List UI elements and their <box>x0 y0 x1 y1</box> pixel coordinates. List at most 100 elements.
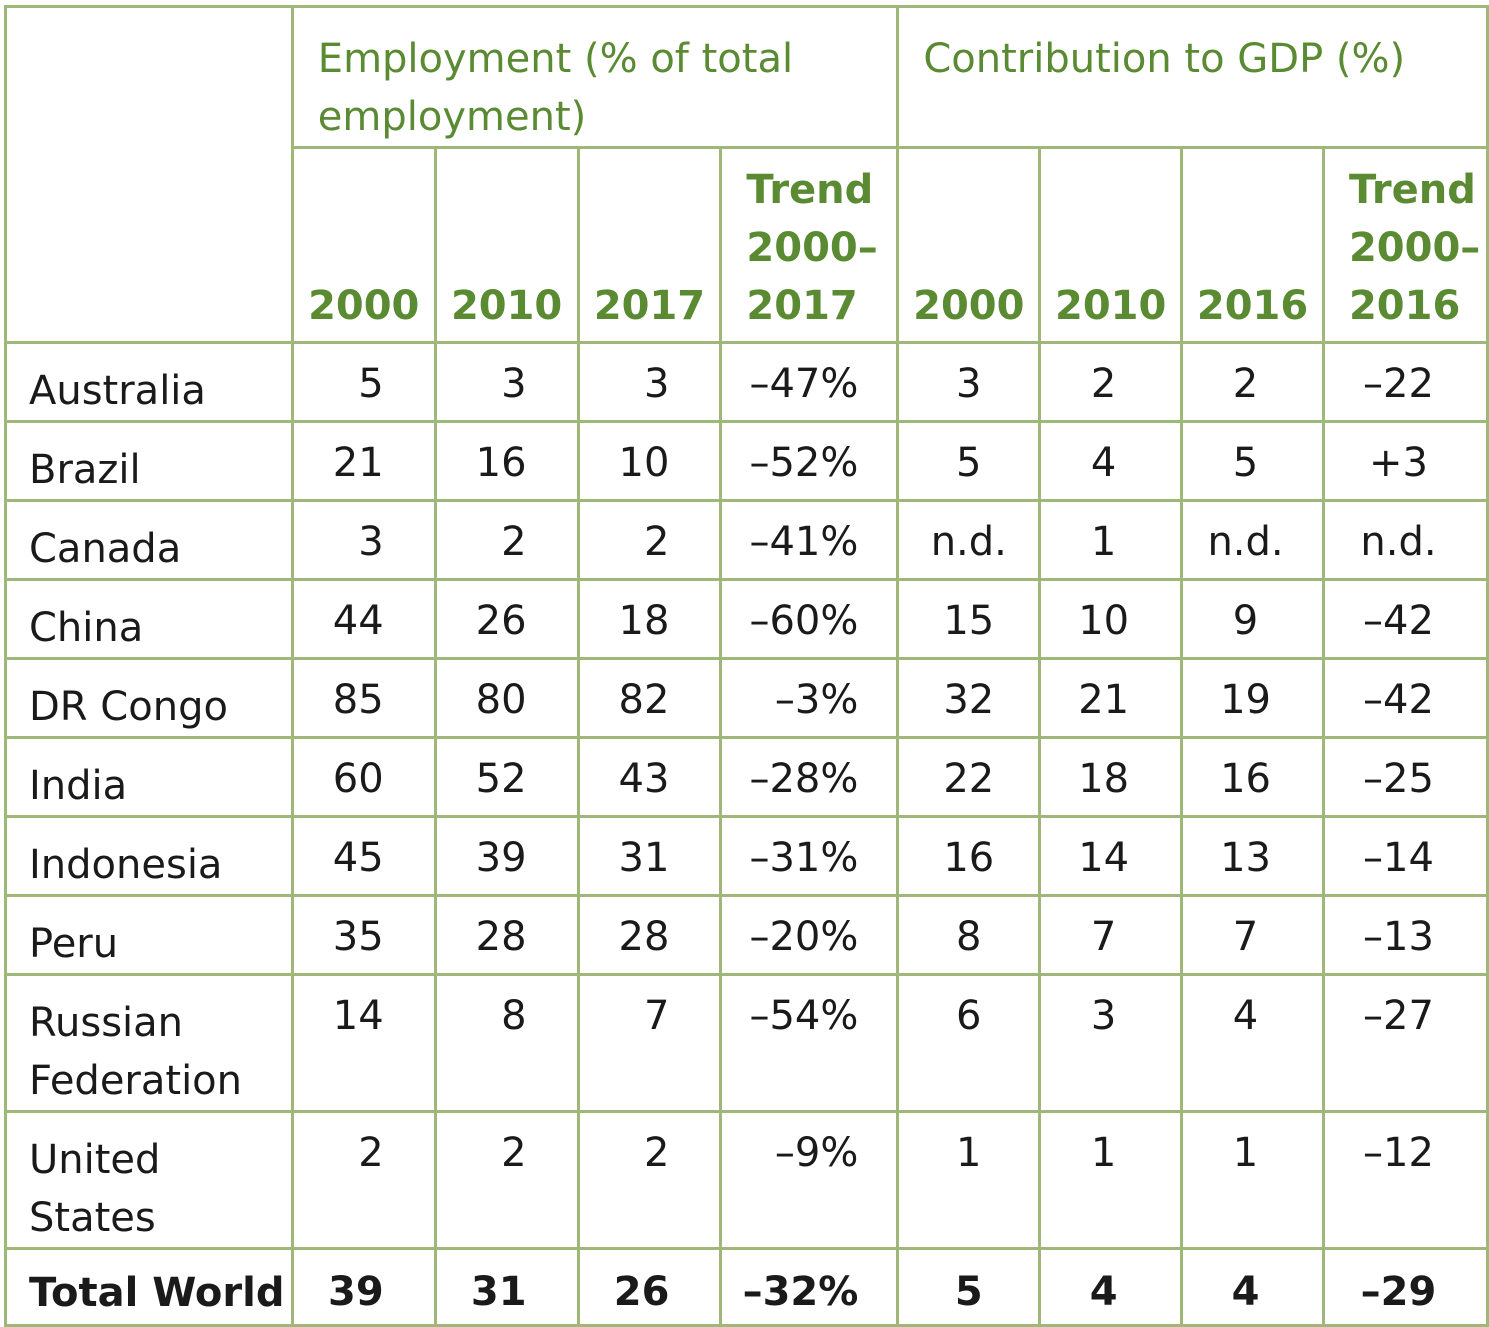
value-cell-e2000: 3 <box>290 499 437 581</box>
total-cell-g2010: 4 <box>1038 1247 1184 1327</box>
value-cell-e2000: 5 <box>290 341 437 423</box>
value-cell-etrend: –28% <box>719 736 900 818</box>
value-cell-g2000: 22 <box>896 736 1042 818</box>
value-cell-e2017: 2 <box>576 499 723 581</box>
total-cell-g2016: 4 <box>1180 1247 1325 1327</box>
value-cell-gtrend: +3 <box>1321 420 1489 502</box>
value-cell-g2016: 19 <box>1180 657 1325 739</box>
total-cell-gtrend: –29 <box>1321 1247 1489 1327</box>
value-cell-e2000: 2 <box>290 1110 437 1250</box>
country-cell: DR Congo <box>4 657 294 739</box>
value-cell-etrend: –52% <box>719 420 900 502</box>
value-cell-e2000: 85 <box>290 657 437 739</box>
country-cell: India <box>4 736 294 818</box>
value-cell-e2017: 10 <box>576 420 723 502</box>
value-cell-g2010: 18 <box>1038 736 1184 818</box>
gdp-group-header: Contribution to GDP (%) <box>896 5 1489 149</box>
trend-line: 2017 <box>746 283 858 329</box>
value-cell-etrend: –31% <box>719 815 900 897</box>
value-cell-e2017: 43 <box>576 736 723 818</box>
value-cell-e2017: 28 <box>576 894 723 976</box>
total-cell-e2000: 39 <box>290 1247 437 1327</box>
value-cell-gtrend: –42 <box>1321 657 1489 739</box>
country-name-line: India <box>29 763 128 809</box>
value-cell-g2010: 21 <box>1038 657 1184 739</box>
value-cell-e2010: 3 <box>433 341 580 423</box>
value-cell-g2000: 5 <box>896 420 1042 502</box>
value-cell-g2016: 13 <box>1180 815 1325 897</box>
value-cell-g2016: n.d. <box>1180 499 1325 581</box>
table-row: Brazil 21 16 10 –52% 5 4 5 +3 <box>4 420 1489 502</box>
value-cell-g2016: 7 <box>1180 894 1325 976</box>
table-row: Peru 35 28 28 –20% 8 7 7 –13 <box>4 894 1489 976</box>
value-cell-e2000: 14 <box>290 973 437 1113</box>
value-cell-gtrend: –13 <box>1321 894 1489 976</box>
country-cell: China <box>4 578 294 660</box>
table-body: Australia 5 3 3 –47% 3 2 2 –22 Brazil 21 16 10 –52% 5 4… <box>4 341 1489 1327</box>
value-cell-g2010: 10 <box>1038 578 1184 660</box>
value-cell-e2017: 31 <box>576 815 723 897</box>
value-cell-gtrend: –27 <box>1321 973 1489 1113</box>
trend-line: Trend <box>1348 167 1476 213</box>
value-cell-etrend: –3% <box>719 657 900 739</box>
emp-year-header: 2017 <box>576 146 723 344</box>
table-row: China 44 26 18 –60% 15 10 9 –42 <box>4 578 1489 660</box>
value-cell-g2000: 32 <box>896 657 1042 739</box>
country-name-line: Brazil <box>29 447 141 493</box>
value-cell-gtrend: –42 <box>1321 578 1489 660</box>
value-cell-g2010: 7 <box>1038 894 1184 976</box>
value-cell-etrend: –54% <box>719 973 900 1113</box>
value-cell-g2000: 8 <box>896 894 1042 976</box>
trend-line: 2016 <box>1348 283 1461 329</box>
country-name-line: Indonesia <box>29 842 223 888</box>
value-cell-e2017: 7 <box>576 973 723 1113</box>
country-cell: Peru <box>4 894 294 976</box>
value-cell-g2000: 3 <box>896 341 1042 423</box>
trend-line: 2000– <box>746 225 878 271</box>
gdp-year-header: 2010 <box>1038 146 1184 344</box>
value-cell-e2000: 21 <box>290 420 437 502</box>
value-cell-e2000: 45 <box>290 815 437 897</box>
value-cell-g2000: 15 <box>896 578 1042 660</box>
value-cell-g2016: 2 <box>1180 341 1325 423</box>
value-cell-e2000: 60 <box>290 736 437 818</box>
total-cell-etrend: –32% <box>719 1247 900 1327</box>
country-cell: Indonesia <box>4 815 294 897</box>
corner-cell <box>4 5 294 344</box>
value-cell-e2010: 80 <box>433 657 580 739</box>
value-cell-g2010: 14 <box>1038 815 1184 897</box>
total-cell-e2017: 26 <box>576 1247 723 1327</box>
total-label: Total World <box>4 1247 294 1327</box>
table-row: United States 2 2 2 –9% 1 1 1 –12 <box>4 1110 1489 1250</box>
gdp-trend-header: Trend 2000– 2016 <box>1321 146 1489 344</box>
value-cell-gtrend: –25 <box>1321 736 1489 818</box>
value-cell-e2010: 26 <box>433 578 580 660</box>
value-cell-etrend: –41% <box>719 499 900 581</box>
gdp-year-header: 2016 <box>1180 146 1325 344</box>
value-cell-e2017: 2 <box>576 1110 723 1250</box>
country-name-line: China <box>29 605 144 651</box>
value-cell-e2017: 82 <box>576 657 723 739</box>
country-name-line: Federation <box>29 1058 243 1104</box>
value-cell-e2000: 35 <box>290 894 437 976</box>
emp-trend-header: Trend 2000– 2017 <box>719 146 900 344</box>
table-row: India 60 52 43 –28% 22 18 16 –25 <box>4 736 1489 818</box>
emp-year-header: 2000 <box>290 146 437 344</box>
country-name-line: DR Congo <box>29 684 228 730</box>
value-cell-etrend: –9% <box>719 1110 900 1250</box>
value-cell-g2000: 6 <box>896 973 1042 1113</box>
value-cell-g2016: 9 <box>1180 578 1325 660</box>
value-cell-e2010: 2 <box>433 499 580 581</box>
value-cell-e2010: 52 <box>433 736 580 818</box>
country-name-line: Australia <box>29 368 206 414</box>
country-cell: Australia <box>4 341 294 423</box>
value-cell-g2010: 1 <box>1038 1110 1184 1250</box>
table-row: Russian Federation 14 8 7 –54% 6 3 4 –27 <box>4 973 1489 1113</box>
value-cell-gtrend: –12 <box>1321 1110 1489 1250</box>
emp-year-header: 2010 <box>433 146 580 344</box>
table-row: Canada 3 2 2 –41% n.d. 1 n.d. n.d. <box>4 499 1489 581</box>
value-cell-e2010: 2 <box>433 1110 580 1250</box>
value-cell-e2000: 44 <box>290 578 437 660</box>
value-cell-etrend: –20% <box>719 894 900 976</box>
total-row: Total World 39 31 26 –32% 5 4 4 –29 <box>4 1247 1489 1327</box>
